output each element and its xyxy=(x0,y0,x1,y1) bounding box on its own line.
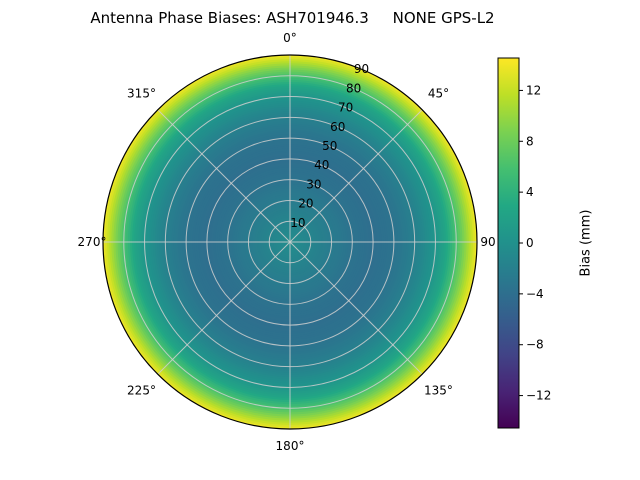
theta-label-135: 135° xyxy=(424,383,453,397)
theta-label-45: 45° xyxy=(428,87,449,101)
colorbar: 12 8 4 0 −4 −8 −12 Bias (mm) xyxy=(497,57,594,429)
chart-title: Antenna Phase Biases: ASH701946.3 NONE G… xyxy=(90,9,495,27)
colorbar-tick-label: −12 xyxy=(526,389,551,403)
colorbar-label: Bias (mm) xyxy=(579,210,594,277)
theta-label-225: 225° xyxy=(127,383,156,397)
r-tick-label-20: 20 xyxy=(298,197,313,211)
r-tick-label-10: 10 xyxy=(290,216,305,230)
colorbar-gradient xyxy=(497,57,520,429)
theta-label-180: 180° xyxy=(276,439,305,453)
r-tick-label-40: 40 xyxy=(314,158,329,172)
r-tick-label-50: 50 xyxy=(322,139,337,153)
r-tick-label-90: 90 xyxy=(354,62,369,76)
colorbar-tick-label: 0 xyxy=(526,236,534,250)
theta-label-0: 0° xyxy=(283,31,297,45)
theta-label-315: 315° xyxy=(127,87,156,101)
theta-tick-labels: 0° 45° 90 135° 180° 225° 270° 315° xyxy=(78,31,496,453)
r-tick-label-70: 70 xyxy=(338,101,353,115)
polar-grid xyxy=(102,54,478,430)
r-tick-label-30: 30 xyxy=(306,177,321,191)
radial-tick-labels: 10 20 30 40 50 60 70 80 90 xyxy=(290,62,369,230)
colorbar-tick-label: −8 xyxy=(526,338,544,352)
theta-label-90: 90 xyxy=(480,235,495,249)
r-tick-label-60: 60 xyxy=(330,120,345,134)
colorbar-ticks: 12 8 4 0 −4 −8 −12 xyxy=(519,83,551,403)
colorbar-tick-label: 12 xyxy=(526,83,541,97)
colorbar-tick-label: −4 xyxy=(526,287,544,301)
r-tick-label-80: 80 xyxy=(346,81,361,95)
colorbar-tick-label: 4 xyxy=(526,185,534,199)
theta-label-270: 270° xyxy=(78,235,107,249)
colorbar-tick-label: 8 xyxy=(526,134,534,148)
